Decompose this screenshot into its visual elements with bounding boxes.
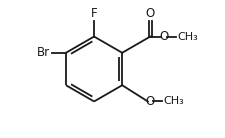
Text: O: O bbox=[145, 7, 154, 20]
Text: CH₃: CH₃ bbox=[176, 32, 197, 42]
Text: O: O bbox=[145, 95, 154, 108]
Text: F: F bbox=[90, 7, 97, 20]
Text: CH₃: CH₃ bbox=[163, 96, 183, 106]
Text: O: O bbox=[158, 30, 168, 43]
Text: Br: Br bbox=[36, 46, 50, 59]
